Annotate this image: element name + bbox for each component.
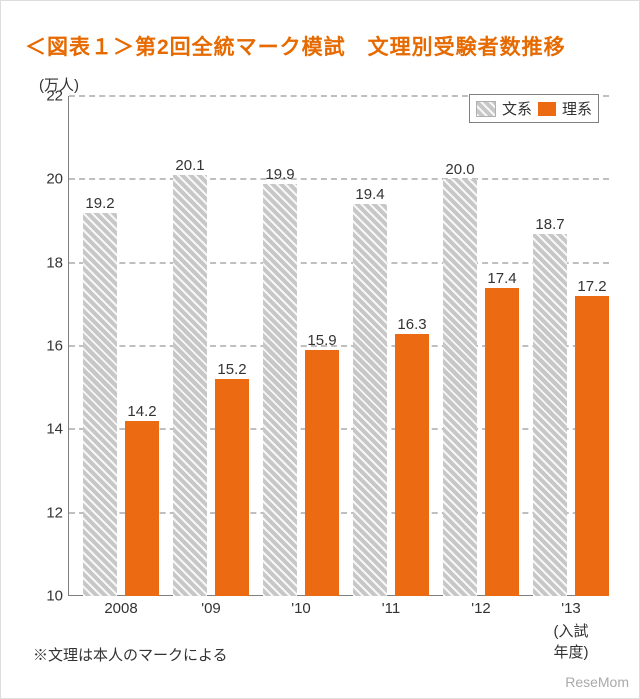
data-label-bunkei: 20.0 [445, 161, 474, 178]
data-label-rikei: 16.3 [397, 316, 426, 333]
y-tick-label: 12 [23, 504, 63, 521]
bar-bunkei [263, 184, 297, 597]
chart-title: ＜図表１＞第2回全統マーク模試 文理別受験者数推移 [25, 31, 566, 61]
legend-swatch-bunkei [476, 101, 496, 117]
data-label-rikei: 14.2 [127, 403, 156, 420]
y-tick-label: 14 [23, 421, 63, 438]
bar-rikei [305, 350, 339, 596]
plot-area: 1012141618202219.214.2200820.115.2'0919.… [69, 96, 609, 596]
data-label-rikei: 17.4 [487, 270, 516, 287]
legend: 文系 理系 [469, 94, 599, 123]
x-tick-label: '13 [561, 600, 581, 617]
bar-rikei [395, 334, 429, 597]
footnote: ※文理は本人のマークによる [33, 644, 228, 665]
x-axis-caption: (入試年度) [552, 620, 590, 662]
y-tick-label: 10 [23, 588, 63, 605]
x-tick-label: 2008 [104, 600, 137, 617]
bar-bunkei [443, 179, 477, 596]
data-label-bunkei: 19.2 [85, 195, 114, 212]
bar-rikei [125, 421, 159, 596]
data-label-rikei: 15.2 [217, 361, 246, 378]
gridline [69, 262, 609, 264]
chart-frame: ＜図表１＞第2回全統マーク模試 文理別受験者数推移 (万人) 101214161… [0, 0, 640, 699]
bar-bunkei [533, 234, 567, 597]
data-label-rikei: 17.2 [577, 278, 606, 295]
data-label-bunkei: 19.4 [355, 186, 384, 203]
data-label-bunkei: 18.7 [535, 216, 564, 233]
bar-bunkei [173, 175, 207, 596]
gridline [69, 345, 609, 347]
data-label-bunkei: 19.9 [265, 166, 294, 183]
data-label-bunkei: 20.1 [175, 157, 204, 174]
bar-rikei [215, 379, 249, 596]
x-tick-label: '09 [201, 600, 221, 617]
y-tick-label: 16 [23, 338, 63, 355]
legend-swatch-rikei [538, 102, 556, 116]
y-tick-label: 22 [23, 88, 63, 105]
watermark: ReseMom [565, 674, 629, 690]
y-tick-label: 20 [23, 171, 63, 188]
x-tick-label: '10 [291, 600, 311, 617]
data-label-rikei: 15.9 [307, 332, 336, 349]
bar-rikei [485, 288, 519, 596]
x-tick-label: '12 [471, 600, 491, 617]
y-tick-label: 18 [23, 254, 63, 271]
gridline [69, 178, 609, 180]
bar-rikei [575, 296, 609, 596]
legend-label-bunkei: 文系 [502, 98, 532, 119]
legend-label-rikei: 理系 [562, 98, 592, 119]
bar-bunkei [83, 213, 117, 596]
x-tick-label: '11 [382, 600, 400, 617]
bar-bunkei [353, 204, 387, 596]
